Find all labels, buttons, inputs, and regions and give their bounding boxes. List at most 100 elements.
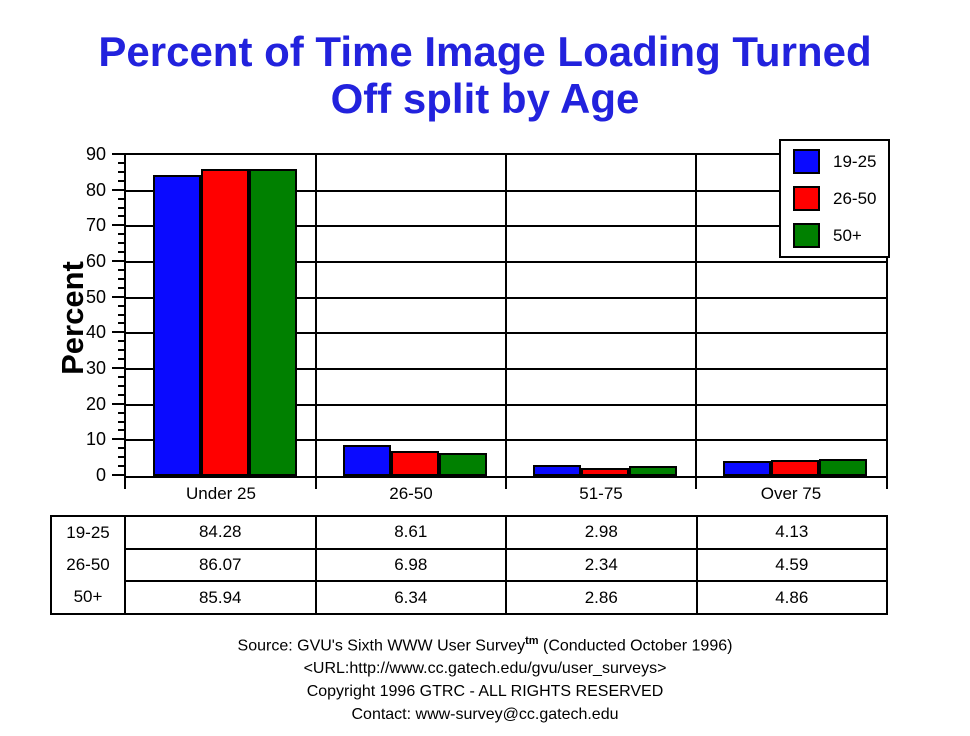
table-row: 86.07 6.98 2.34 4.59 — [126, 549, 886, 583]
y-minor-tick — [118, 375, 124, 378]
y-major-tick — [112, 260, 124, 262]
legend-item-50-plus: 50+ — [781, 223, 888, 248]
bar-19-25-Under 25 — [153, 175, 201, 476]
y-major-tick — [112, 224, 124, 227]
bar-26-50-Under 25 — [201, 169, 249, 476]
y-minor-tick — [118, 429, 124, 432]
y-minor-tick — [118, 349, 124, 352]
table-cell: 4.59 — [775, 555, 809, 574]
x-category-label-51-75: 51-75 — [579, 484, 623, 503]
x-category-label-under-25: Under 25 — [186, 484, 256, 503]
table-row-label-26-50: 26-50 — [66, 555, 110, 574]
y-minor-tick — [118, 322, 124, 325]
category-separator — [695, 155, 697, 476]
table-cell: 2.86 — [507, 582, 698, 614]
y-major-tick — [112, 153, 124, 155]
table-row: 85.94 6.34 2.86 4.86 — [126, 582, 886, 614]
bar-50+-Over 75 — [819, 458, 867, 476]
chart-title-line1: Percent of Time Image Loading Turned — [98, 28, 872, 75]
y-tick-label: 70 — [85, 215, 106, 236]
table-row: 84.28 8.61 2.98 4.13 — [126, 517, 886, 550]
x-category-label-26-50: 26-50 — [389, 484, 433, 503]
table-cell: 6.98 — [317, 549, 507, 581]
source-text: Source: GVU's Sixth WWW User Survey — [237, 637, 526, 655]
y-major-tick — [112, 438, 124, 441]
source-date-text: (Conducted October 1996) — [538, 637, 733, 655]
y-major-tick — [112, 331, 124, 334]
y-minor-tick — [118, 179, 124, 182]
y-minor-tick — [118, 277, 124, 280]
x-axis-tick — [505, 477, 507, 489]
y-tick-label: 80 — [85, 179, 106, 200]
source-tm-superscript: tm — [525, 635, 539, 647]
y-minor-tick — [118, 358, 124, 361]
copyright-line: Copyright 1996 GTRC - ALL RIGHTS RESERVE… — [306, 683, 664, 701]
data-table: 19-25 26-50 50+ 84.28 8.61 2.98 4.13 86.… — [50, 515, 888, 615]
bar-50+-51-75 — [629, 465, 677, 476]
x-category-label-over-75: Over 75 — [760, 484, 822, 503]
y-minor-tick — [118, 197, 124, 200]
table-data: 84.28 8.61 2.98 4.13 86.07 6.98 2.34 4.5… — [126, 517, 886, 614]
y-tick-label: 40 — [85, 322, 106, 343]
y-major-tick — [112, 188, 124, 191]
y-tick-label: 20 — [85, 393, 106, 414]
y-minor-tick — [118, 206, 124, 209]
table-cell: 2.98 — [507, 517, 698, 548]
y-minor-tick — [118, 447, 124, 450]
x-axis-tick — [695, 477, 697, 489]
legend: 19-25 26-50 50+ — [779, 139, 890, 258]
y-tick-label: 90 — [85, 144, 106, 164]
x-axis-tick — [886, 477, 888, 489]
y-minor-tick — [118, 340, 124, 343]
y-minor-tick — [118, 456, 124, 459]
table-cell: 8.61 — [317, 517, 507, 548]
y-minor-tick — [118, 251, 124, 254]
x-axis-tick — [124, 477, 126, 489]
legend-label-26-50: 26-50 — [833, 188, 877, 208]
legend-swatch-blue — [793, 149, 820, 174]
category-separator — [315, 155, 317, 476]
y-tick-label: 0 — [95, 465, 106, 485]
y-minor-tick — [118, 304, 124, 307]
bar-26-50-26-50 — [391, 451, 439, 476]
y-tick-label: 30 — [85, 358, 106, 378]
table-cell: 86.07 — [126, 549, 317, 581]
bar-26-50-Over 75 — [771, 459, 819, 476]
legend-label-50-plus: 50+ — [833, 225, 862, 245]
plot-area — [124, 153, 888, 478]
bar-19-25-26-50 — [343, 445, 391, 476]
y-minor-tick — [118, 384, 124, 387]
legend-swatch-green — [793, 223, 820, 248]
y-tick-label: 60 — [85, 251, 106, 271]
y-minor-tick — [118, 215, 124, 218]
y-minor-tick — [118, 420, 124, 423]
x-axis-tick — [315, 477, 317, 489]
bar-19-25-Over 75 — [723, 461, 771, 476]
legend-item-26-50: 26-50 — [781, 186, 888, 211]
y-minor-tick — [118, 170, 124, 173]
table-row-label-50-plus: 50+ — [73, 587, 103, 606]
y-minor-tick — [118, 313, 124, 316]
y-minor-tick — [118, 411, 124, 414]
y-tick-label: 50 — [85, 286, 106, 307]
contact-line: Contact: www-survey@cc.gatech.edu — [351, 706, 619, 724]
table-cell: 4.13 — [775, 522, 809, 542]
table-cell: 84.28 — [126, 517, 317, 548]
table-cell: 85.94 — [126, 582, 317, 614]
table-row-label-19-25: 19-25 — [66, 523, 110, 542]
url-line: <URL:http://www.cc.gatech.edu/gvu/user_s… — [303, 660, 667, 678]
bar-50+-Under 25 — [249, 169, 297, 476]
table-row-labels: 19-25 26-50 50+ — [52, 517, 126, 613]
y-major-tick — [112, 474, 124, 476]
y-major-tick — [112, 295, 124, 298]
y-major-tick — [112, 402, 124, 405]
y-minor-tick — [118, 161, 124, 164]
table-cell: 6.34 — [317, 582, 507, 614]
y-minor-tick — [118, 242, 124, 245]
chart-title: Percent of Time Image Loading Turned Off… — [0, 28, 970, 122]
bar-50+-26-50 — [439, 453, 487, 476]
legend-swatch-red — [793, 186, 820, 211]
bar-19-25-51-75 — [533, 465, 581, 476]
y-minor-tick — [118, 233, 124, 236]
